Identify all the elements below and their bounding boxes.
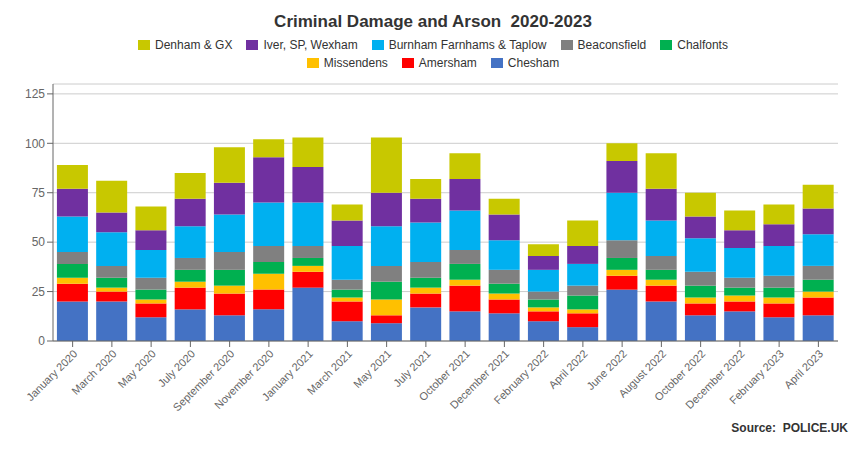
html-text:Chesham: Chesham [507, 56, 560, 70]
html-text:Beaconsfield: Beaconsfield [577, 38, 647, 52]
svg-text:October 2022: October 2022 [651, 347, 708, 404]
svg-text:December 2022: December 2022 [683, 347, 747, 412]
svg-text:May 2021: May 2021 [351, 347, 394, 390]
svg-text:January 2020: January 2020 [24, 347, 80, 403]
svg-text:25: 25 [32, 285, 46, 299]
svg-text:July 2021: July 2021 [391, 347, 433, 389]
html-text:Denham & GX: Denham & GX [155, 38, 233, 52]
svg-text:100: 100 [25, 137, 45, 151]
svg-text:September 2020: September 2020 [170, 347, 237, 414]
svg-text:March 2021: March 2021 [305, 347, 355, 397]
html-text:Source: POLICE.UK: Source: POLICE.UK [731, 421, 848, 435]
svg-text:February 2022: February 2022 [491, 347, 550, 406]
html-text:Burnham Farnhams & Taplow: Burnham Farnhams & Taplow [388, 38, 547, 52]
svg-text:125: 125 [25, 87, 45, 101]
svg-text:July 2020: July 2020 [156, 347, 198, 389]
html-text:Criminal Damage and Arson 2020: Criminal Damage and Arson 2020-2023 [274, 12, 592, 31]
svg-text:January 2021: January 2021 [259, 347, 315, 403]
svg-text:October 2021: October 2021 [416, 347, 473, 404]
svg-text:50: 50 [32, 235, 46, 249]
html-text:Chalfonts: Chalfonts [677, 38, 728, 52]
svg-text:April 2022: April 2022 [546, 347, 590, 391]
svg-text:February 2023: February 2023 [727, 347, 786, 406]
svg-text:75: 75 [32, 186, 46, 200]
svg-text:March 2020: March 2020 [69, 347, 119, 397]
svg-text:November 2020: November 2020 [212, 347, 276, 412]
html-text:Iver, SP, Wexham: Iver, SP, Wexham [263, 38, 358, 52]
svg-text:0: 0 [38, 334, 45, 348]
svg-text:June 2022: June 2022 [584, 347, 630, 393]
svg-text:December 2021: December 2021 [447, 347, 512, 412]
html-text:Missendens: Missendens [323, 56, 388, 70]
svg-text:August 2022: August 2022 [616, 347, 669, 400]
svg-text:May 2020: May 2020 [115, 347, 158, 390]
svg-text:April 2023: April 2023 [782, 347, 826, 391]
html-text:Amersham: Amersham [418, 56, 477, 70]
